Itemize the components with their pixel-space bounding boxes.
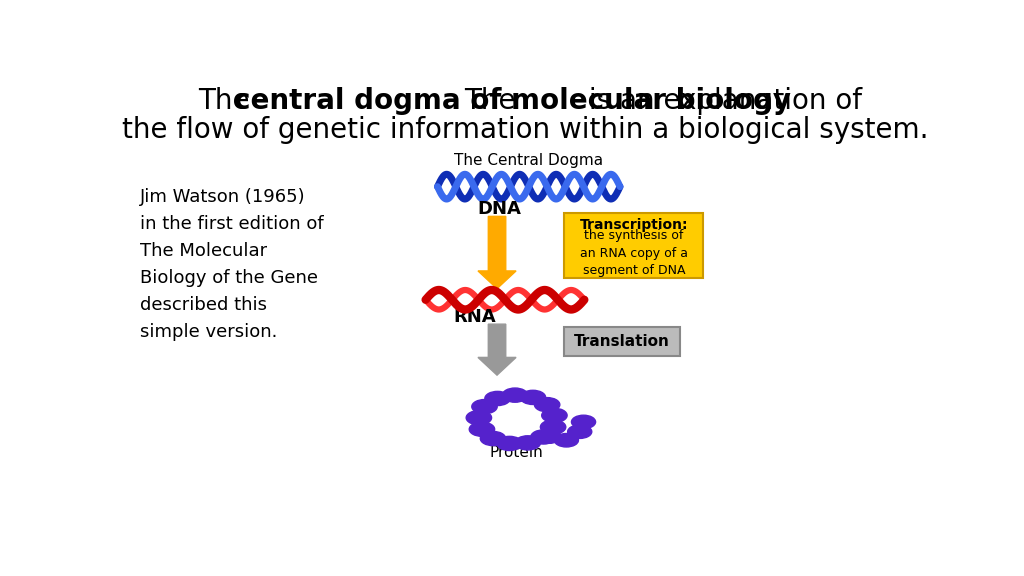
Text: Translation: Translation [574,335,670,350]
Text: RNA: RNA [454,309,496,327]
Polygon shape [478,324,516,375]
Circle shape [515,436,541,450]
Circle shape [535,397,560,412]
Circle shape [567,425,592,438]
Circle shape [466,411,492,425]
FancyBboxPatch shape [564,213,703,278]
Text: the synthesis of
an RNA copy of a
segment of DNA: the synthesis of an RNA copy of a segmen… [580,229,688,278]
Circle shape [472,400,498,414]
Text: central dogma of molecular biology: central dogma of molecular biology [234,87,792,115]
Circle shape [469,422,495,437]
Text: DNA: DNA [477,200,521,218]
FancyBboxPatch shape [564,328,680,357]
Circle shape [571,415,596,429]
Polygon shape [478,217,516,289]
Text: Protein: Protein [490,445,544,460]
Circle shape [541,420,566,434]
Circle shape [554,434,579,447]
Text: the flow of genetic information within a biological system.: the flow of genetic information within a… [122,116,928,145]
Text: The: The [198,87,258,115]
Circle shape [497,437,522,450]
Circle shape [503,388,527,402]
Circle shape [538,430,561,444]
Text: The: The [465,87,524,115]
Circle shape [480,431,506,446]
Text: Jim Watson (1965)
in the first edition of
The Molecular
Biology of the Gene
desc: Jim Watson (1965) in the first edition o… [140,188,324,341]
Circle shape [484,391,510,406]
Circle shape [530,430,556,444]
Text: Transcription:: Transcription: [580,218,688,232]
Circle shape [542,408,567,422]
Circle shape [520,391,546,404]
Text: The Central Dogma: The Central Dogma [455,153,603,168]
Text: is an explanation of: is an explanation of [580,87,861,115]
